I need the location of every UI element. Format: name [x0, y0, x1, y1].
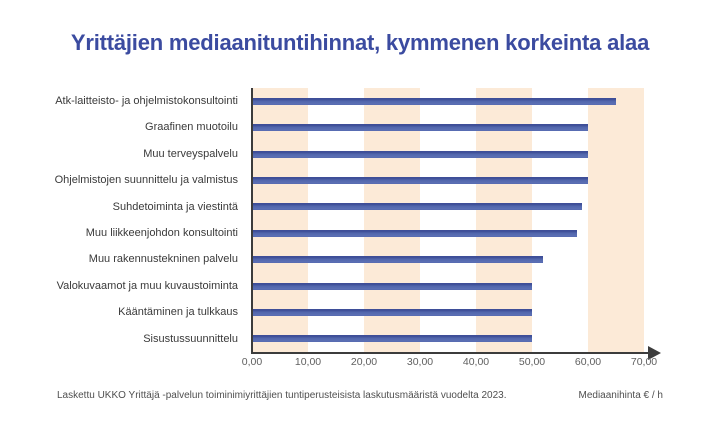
bar	[252, 150, 588, 158]
x-axis	[251, 352, 651, 354]
unit-label: Mediaanihinta € / h	[578, 390, 663, 401]
category-label: Ohjelmistojen suunnittelu ja valmistus	[54, 174, 238, 187]
x-tick-label: 0,00	[241, 356, 263, 368]
category-label: Suhdetoiminta ja viestintä	[112, 200, 238, 213]
grid-band	[252, 88, 308, 352]
grid-band	[588, 88, 644, 352]
bar	[252, 308, 532, 316]
source-note: Laskettu UKKO Yrittäjä -palvelun toimini…	[57, 390, 507, 401]
category-label: Muu terveyspalvelu	[143, 147, 238, 160]
category-labels: Atk-laitteisto- ja ohjelmistokonsultoint…	[0, 88, 238, 352]
x-tick-label: 10,00	[294, 356, 322, 368]
category-label: Kääntäminen ja tulkkaus	[118, 306, 238, 319]
bar	[252, 229, 577, 237]
grid-band	[476, 88, 532, 352]
category-label: Muu rakennustekninen palvelu	[88, 253, 238, 266]
bar	[252, 335, 532, 343]
x-tick-labels: 0,00 10,00 20,00 30,00 40,00 50,00 60,00 70,00	[242, 356, 657, 370]
bar	[252, 176, 588, 184]
x-tick-label: 60,00	[574, 356, 602, 368]
bar-chart: Atk-laitteisto- ja ohjelmistokonsultoint…	[0, 88, 720, 368]
category-label: Graafinen muotoilu	[145, 121, 238, 134]
bar	[252, 203, 583, 211]
x-tick-label: 70,00	[630, 356, 658, 368]
category-label: Sisustussuunnittelu	[143, 332, 238, 345]
x-tick-label: 50,00	[518, 356, 546, 368]
x-tick-label: 30,00	[406, 356, 434, 368]
category-label: Valokuvaamot ja muu kuvaustoiminta	[56, 279, 238, 292]
x-axis-arrow-icon	[648, 346, 661, 360]
bar	[252, 97, 616, 105]
page-title: Yrittäjien mediaanituntihinnat, kymmenen…	[70, 30, 650, 55]
y-axis	[251, 88, 253, 353]
category-label: Atk-laitteisto- ja ohjelmistokonsultoint…	[55, 95, 238, 107]
x-tick-label: 20,00	[350, 356, 378, 368]
bar	[252, 256, 544, 264]
category-label: Muu liikkeenjohdon konsultointi	[85, 227, 238, 239]
grid-band	[364, 88, 420, 352]
bar	[252, 124, 588, 132]
x-tick-label: 40,00	[462, 356, 490, 368]
bar	[252, 282, 532, 290]
plot-area	[252, 88, 644, 352]
